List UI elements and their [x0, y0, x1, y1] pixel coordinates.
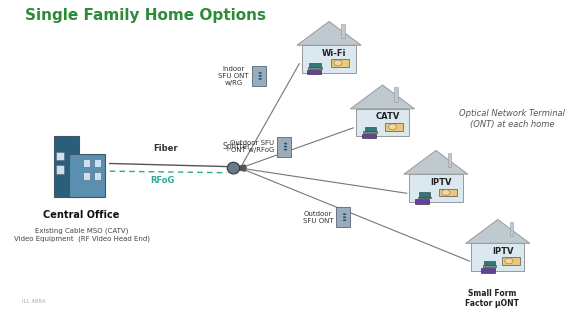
Circle shape: [343, 213, 346, 215]
Text: Central Office: Central Office: [44, 210, 120, 219]
Bar: [56, 165, 64, 174]
Bar: [277, 136, 291, 156]
Text: Single Family Home Options: Single Family Home Options: [26, 8, 266, 23]
Bar: [94, 172, 102, 180]
Ellipse shape: [389, 124, 397, 130]
Bar: [394, 87, 398, 102]
Polygon shape: [350, 85, 415, 109]
Text: Outdoor
SFU ONT: Outdoor SFU ONT: [303, 211, 333, 224]
Bar: [309, 67, 322, 69]
Circle shape: [284, 143, 287, 145]
Bar: [502, 257, 520, 265]
Ellipse shape: [334, 60, 342, 66]
Text: CATV: CATV: [376, 112, 400, 121]
Bar: [364, 131, 377, 133]
Text: Small Form
Factor μONT: Small Form Factor μONT: [465, 289, 519, 308]
Circle shape: [343, 219, 346, 221]
Ellipse shape: [505, 258, 513, 264]
Bar: [385, 123, 403, 131]
Bar: [341, 24, 345, 38]
Ellipse shape: [227, 162, 240, 174]
Bar: [53, 136, 79, 197]
Circle shape: [284, 149, 287, 151]
Bar: [438, 189, 456, 196]
Circle shape: [259, 72, 262, 74]
Text: Fiber: Fiber: [153, 144, 177, 153]
Text: Wi-Fi: Wi-Fi: [322, 49, 347, 58]
Text: Optical Network Terminal
(ONT) at each home: Optical Network Terminal (ONT) at each h…: [459, 109, 566, 129]
Bar: [356, 109, 409, 136]
Circle shape: [284, 146, 287, 147]
Bar: [481, 268, 495, 273]
Text: IPTV: IPTV: [430, 178, 452, 187]
Polygon shape: [297, 21, 361, 45]
Bar: [69, 154, 106, 197]
Text: IPTV: IPTV: [492, 247, 514, 256]
Bar: [83, 172, 90, 180]
Bar: [483, 265, 496, 267]
Bar: [364, 127, 376, 131]
Polygon shape: [466, 219, 530, 243]
Bar: [415, 199, 429, 204]
Bar: [307, 70, 321, 74]
Text: Indoor
SFU ONT
w/RG: Indoor SFU ONT w/RG: [218, 66, 249, 86]
Bar: [471, 243, 524, 271]
Circle shape: [343, 216, 346, 218]
Text: ILL 488A: ILL 488A: [21, 299, 45, 304]
Bar: [509, 222, 513, 236]
Ellipse shape: [442, 190, 450, 195]
Bar: [362, 134, 376, 138]
Text: RFoG: RFoG: [150, 176, 175, 185]
Bar: [94, 159, 102, 167]
Bar: [331, 59, 349, 67]
Bar: [484, 261, 495, 265]
Circle shape: [259, 75, 262, 77]
Bar: [83, 159, 90, 167]
Bar: [252, 66, 266, 86]
Bar: [418, 197, 432, 198]
Bar: [448, 153, 451, 167]
Bar: [309, 63, 321, 67]
Text: Existing Cable MSO (CATV)
Video Equipment  (RF Video Head End): Existing Cable MSO (CATV) Video Equipmen…: [14, 228, 150, 242]
Bar: [409, 174, 463, 202]
Polygon shape: [404, 151, 468, 174]
Bar: [419, 192, 430, 197]
Bar: [56, 152, 64, 161]
Circle shape: [259, 78, 262, 80]
Bar: [336, 207, 350, 227]
Text: Outdoor SFU
ONT w/RFoG: Outdoor SFU ONT w/RFoG: [230, 140, 274, 153]
Text: Splitter: Splitter: [222, 142, 251, 151]
Bar: [302, 45, 356, 73]
